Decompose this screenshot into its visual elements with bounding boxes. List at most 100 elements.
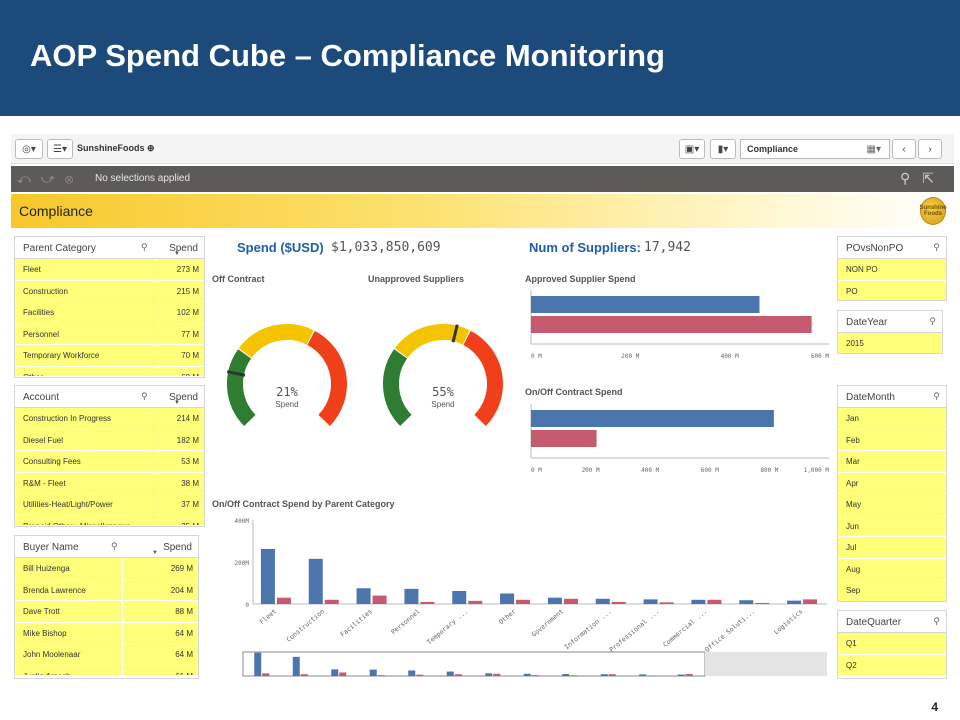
povsnonpo-listbox[interactable]: POvsNonPO ⚲ NON PO PO: [837, 236, 947, 301]
bar[interactable]: [659, 602, 674, 604]
bar[interactable]: [531, 410, 774, 427]
bar[interactable]: [531, 296, 760, 313]
list-item[interactable]: Fleet 273 M: [15, 259, 204, 281]
off-contract-gauge[interactable]: [217, 314, 357, 454]
search-icon[interactable]: ⚲: [933, 616, 940, 626]
bar[interactable]: [531, 316, 812, 333]
bar[interactable]: [404, 588, 419, 604]
smart-search-icon[interactable]: ⇱: [922, 170, 946, 186]
navigator-bar: [562, 674, 570, 676]
bar[interactable]: [563, 598, 578, 604]
search-icon[interactable]: ⚲: [141, 391, 148, 401]
search-icon[interactable]: ⚲: [933, 242, 940, 252]
bar[interactable]: [755, 602, 770, 604]
list-item[interactable]: Facilities 102 M: [15, 302, 204, 324]
datemonth-listbox[interactable]: DateMonth ⚲ Jan Feb Mar Apr May Jun Jul Aug Sep: [837, 385, 947, 602]
sheet-selector[interactable]: Compliance ▦▾: [740, 139, 890, 159]
bar[interactable]: [739, 600, 754, 604]
list-item[interactable]: May: [838, 494, 946, 516]
story-button[interactable]: ▣▾: [679, 139, 705, 159]
step-back-icon[interactable]: ⤺: [17, 171, 41, 186]
list-item[interactable]: NON PO: [838, 259, 946, 281]
list-item[interactable]: R&M - Fleet 38 M: [15, 472, 204, 494]
search-icon[interactable]: ⚲: [929, 316, 936, 326]
list-item-label: Jul: [846, 543, 857, 552]
search-icon[interactable]: ⚲: [141, 242, 148, 252]
list-item[interactable]: Personnel 77 M: [15, 323, 204, 345]
search-icon[interactable]: ⚲: [111, 541, 118, 551]
list-item[interactable]: Dave Trott 88 M: [15, 601, 198, 623]
list-item[interactable]: Construction 215 M: [15, 280, 204, 302]
x-tick-label: 0 M: [531, 353, 542, 360]
unapproved-suppliers-gauge[interactable]: [373, 314, 513, 454]
dateyear-listbox[interactable]: DateYear ⚲ 2015: [837, 310, 943, 354]
bar[interactable]: [547, 597, 562, 604]
navigation-compass-button[interactable]: ◎▾: [15, 139, 43, 159]
off-contract-gauge-title: Off Contract: [212, 274, 265, 284]
datequarter-listbox[interactable]: DateQuarter ⚲ Q1 Q2: [837, 610, 947, 679]
account-listbox[interactable]: Account ⚲ Spend ▼ Construction In Progre…: [14, 385, 205, 527]
search-icon[interactable]: ⚲: [900, 170, 923, 186]
global-menu-button[interactable]: ☰▾: [47, 139, 73, 159]
list-item[interactable]: Feb: [838, 429, 946, 451]
bar[interactable]: [803, 599, 818, 604]
bar[interactable]: [324, 599, 339, 604]
list-item[interactable]: Aug: [838, 558, 946, 580]
list-item[interactable]: PO: [838, 280, 946, 300]
bar[interactable]: [420, 601, 435, 604]
bar[interactable]: [595, 598, 610, 604]
list-item[interactable]: Justin Amash 61 M: [15, 665, 198, 676]
next-sheet-button[interactable]: ›: [918, 139, 942, 159]
list-item[interactable]: 2015: [838, 333, 942, 353]
list-item[interactable]: Mike Bishop 64 M: [15, 622, 198, 644]
bar[interactable]: [531, 430, 597, 447]
bookmark-button[interactable]: ▮▾: [710, 139, 736, 159]
bar[interactable]: [611, 601, 626, 604]
list-item[interactable]: Jun: [838, 515, 946, 537]
bar[interactable]: [787, 600, 802, 604]
list-item[interactable]: Prepaid Other - Miscellaneous 35 M: [15, 515, 204, 526]
list-item[interactable]: Temporary Workforce 70 M: [15, 345, 204, 367]
bar[interactable]: [500, 593, 515, 605]
scroll-navigator-track[interactable]: [705, 652, 827, 676]
bar[interactable]: [707, 599, 722, 604]
list-item[interactable]: Mar: [838, 451, 946, 473]
list-item[interactable]: Apr: [838, 472, 946, 494]
clear-selections-icon[interactable]: ⊗: [64, 171, 84, 186]
bar[interactable]: [516, 599, 531, 604]
bar[interactable]: [691, 599, 706, 604]
bar[interactable]: [372, 595, 387, 604]
list-item-value: 37 M: [181, 500, 199, 509]
list-item[interactable]: Q2: [838, 654, 946, 676]
bar[interactable]: [276, 597, 291, 604]
column-divider: [155, 408, 156, 429]
bar[interactable]: [643, 599, 658, 604]
step-forward-icon[interactable]: ⤻: [40, 171, 65, 186]
list-item[interactable]: Utilities-Heat/Light/Power 37 M: [15, 494, 204, 516]
previous-sheet-button[interactable]: ‹: [892, 139, 916, 159]
search-icon[interactable]: ⚲: [933, 391, 940, 401]
list-item[interactable]: John Moolenaar 64 M: [15, 644, 198, 666]
list-item[interactable]: Construction In Progress 214 M: [15, 408, 204, 430]
scroll-navigator-window[interactable]: [242, 651, 706, 677]
list-item[interactable]: Consulting Fees 53 M: [15, 451, 204, 473]
list-item[interactable]: Sep: [838, 580, 946, 601]
approved-supplier-spend-chart[interactable]: 0 M 200 M 400 M 600 M: [517, 286, 837, 376]
parent-category-listbox[interactable]: Parent Category ⚲ Spend ▼ Fleet 273 M Cons…: [14, 236, 205, 378]
bar[interactable]: [308, 558, 323, 604]
bar[interactable]: [452, 590, 467, 604]
list-item[interactable]: Jan: [838, 408, 946, 430]
contract-spend-by-category-chart[interactable]: 0 200M 400M Fleet Construction Facilities Pers…: [207, 512, 832, 679]
bar[interactable]: [356, 588, 371, 604]
on-off-contract-spend-chart[interactable]: 0 M 200 M 400 M 600 M 800 M 1,000 M: [517, 400, 837, 490]
list-item[interactable]: Other 68 M: [15, 366, 204, 377]
list-item[interactable]: Bill Huizenga 269 M: [15, 558, 198, 580]
list-item[interactable]: Diesel Fuel 182 M: [15, 429, 204, 451]
chevron-left-icon: ‹: [902, 143, 906, 155]
list-item[interactable]: Q1: [838, 633, 946, 655]
bar[interactable]: [260, 548, 275, 604]
list-item[interactable]: Brenda Lawrence 204 M: [15, 579, 198, 601]
bar[interactable]: [468, 600, 483, 604]
list-item[interactable]: Jul: [838, 537, 946, 559]
